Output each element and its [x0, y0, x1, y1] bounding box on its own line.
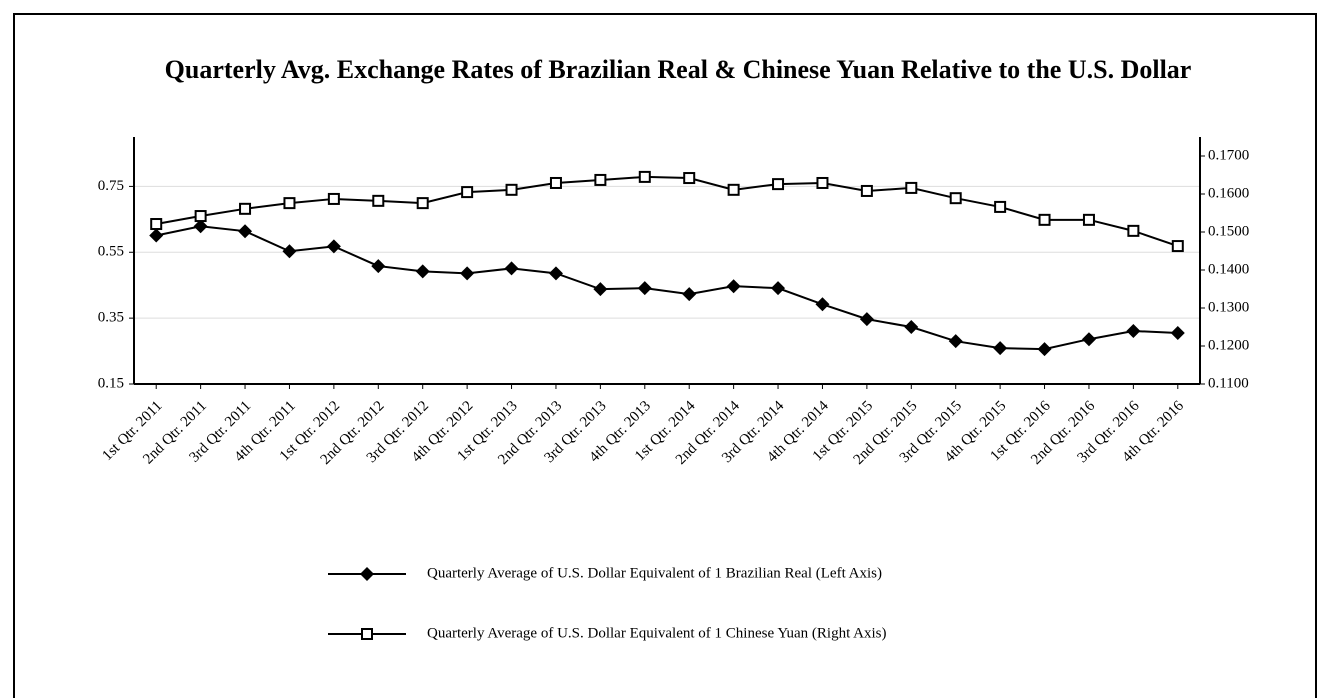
marker — [238, 224, 253, 239]
marker — [904, 320, 919, 335]
legend-marker — [361, 628, 373, 640]
marker — [593, 282, 608, 297]
marker — [771, 281, 786, 296]
series-line — [156, 175, 1179, 248]
marker — [505, 183, 518, 196]
marker — [993, 341, 1008, 356]
y-tick-label: 0.15 — [98, 375, 124, 391]
marker — [461, 186, 474, 199]
marker — [638, 170, 651, 183]
marker — [905, 181, 918, 194]
legend-label: Quarterly Average of U.S. Dollar Equival… — [427, 565, 882, 581]
marker — [815, 297, 830, 312]
marker — [682, 287, 697, 302]
marker — [772, 178, 785, 191]
marker — [1082, 213, 1095, 226]
y2-tick-label: 0.1600 — [1208, 185, 1249, 201]
frame — [13, 13, 1317, 698]
marker — [994, 200, 1007, 213]
marker — [1127, 224, 1140, 237]
marker — [372, 194, 385, 207]
y2-tick-label: 0.1300 — [1208, 299, 1249, 315]
marker — [1037, 342, 1052, 357]
marker — [816, 176, 829, 189]
marker — [637, 281, 652, 296]
marker — [727, 183, 740, 196]
marker — [726, 279, 741, 294]
y-tick-label: 0.55 — [98, 244, 124, 260]
marker — [860, 184, 873, 197]
marker — [194, 210, 207, 223]
marker — [1126, 323, 1141, 338]
marker — [283, 197, 296, 210]
y2-tick-label: 0.1700 — [1208, 147, 1249, 163]
y2-tick-label: 0.1400 — [1208, 261, 1249, 277]
legend-label: Quarterly Average of U.S. Dollar Equival… — [427, 625, 887, 641]
marker — [371, 259, 386, 274]
marker — [326, 239, 341, 254]
marker — [239, 202, 252, 215]
y-tick-label: 0.75 — [98, 178, 124, 194]
series-line — [156, 225, 1178, 351]
y2-tick-label: 0.1500 — [1208, 223, 1249, 239]
y-tick-label: 0.35 — [98, 310, 124, 326]
marker — [460, 266, 475, 281]
marker — [548, 266, 563, 281]
marker — [504, 261, 519, 276]
y2-tick-label: 0.1200 — [1208, 337, 1249, 353]
marker — [549, 176, 562, 189]
marker — [949, 192, 962, 205]
marker — [415, 264, 430, 279]
marker — [282, 244, 297, 259]
marker — [193, 219, 208, 234]
marker — [1170, 325, 1185, 340]
chart-title: Quarterly Avg. Exchange Rates of Brazili… — [165, 55, 1192, 84]
legend-marker — [360, 567, 374, 581]
marker — [594, 173, 607, 186]
marker — [1171, 240, 1184, 253]
marker — [150, 218, 163, 231]
marker — [1038, 213, 1051, 226]
marker — [327, 192, 340, 205]
marker — [416, 197, 429, 210]
y2-tick-label: 0.1100 — [1208, 375, 1249, 391]
marker — [683, 172, 696, 185]
marker — [1081, 332, 1096, 347]
marker — [948, 334, 963, 349]
marker — [149, 228, 164, 243]
marker — [859, 312, 874, 327]
